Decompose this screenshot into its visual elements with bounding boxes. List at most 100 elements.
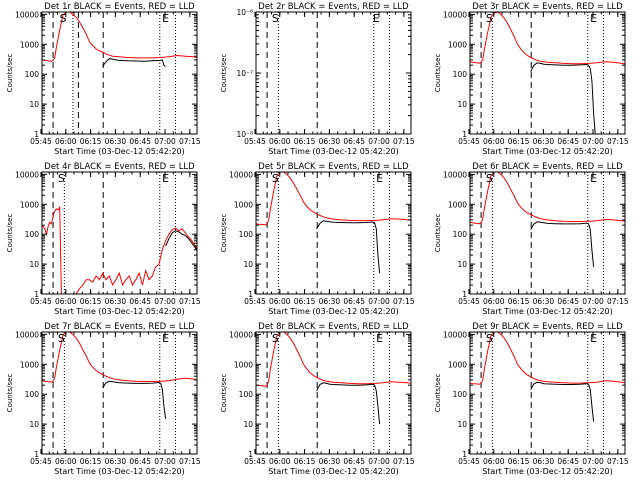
y-tick-label: 1 bbox=[462, 130, 467, 139]
y-tick-label: 100 bbox=[453, 390, 468, 399]
x-tick-label: 06:30 bbox=[319, 297, 341, 306]
events-series-line bbox=[530, 62, 596, 134]
y-axis-label: Counts/sec bbox=[220, 374, 228, 413]
x-axis-label: Start Time (03-Dec-12 05:42:20) bbox=[54, 307, 185, 316]
panel-title: Det 3r BLACK = Events, RED = LLD bbox=[472, 2, 623, 12]
x-tick-label: 07:00 bbox=[582, 457, 604, 466]
x-tick-label: 06:30 bbox=[105, 297, 127, 306]
detector-panel: Det 7r BLACK = Events, RED = LLD Counts/s… bbox=[6, 322, 201, 476]
events-series-line bbox=[102, 58, 166, 67]
x-tick-label: 06:45 bbox=[129, 457, 151, 466]
x-axis-label: Start Time (03-Dec-12 05:42:20) bbox=[268, 307, 399, 316]
panel-title: Det 9r BLACK = Events, RED = LLD bbox=[472, 322, 623, 332]
y-tick-label: 10 bbox=[457, 420, 467, 429]
marker-label: E bbox=[162, 172, 169, 185]
panel-title: Det 7r BLACK = Events, RED = LLD bbox=[44, 322, 195, 332]
x-tick-label: 05:45 bbox=[244, 457, 266, 466]
y-tick-label: 10000 bbox=[443, 10, 467, 19]
y-axis-label: Counts/sec bbox=[6, 214, 14, 253]
y-tick-label: 10⁻⁶ bbox=[236, 8, 253, 17]
y-tick-label: 1000 bbox=[234, 200, 253, 209]
marker-label: E bbox=[376, 172, 383, 185]
y-tick-label: 100 bbox=[25, 390, 40, 399]
y-tick-label: 100 bbox=[239, 230, 254, 239]
x-tick-label: 06:45 bbox=[343, 137, 365, 146]
plot-frame bbox=[255, 171, 412, 295]
y-tick-label: 10⁻⁷ bbox=[236, 69, 253, 78]
x-tick-label: 07:00 bbox=[582, 137, 604, 146]
x-tick-label: 06:00 bbox=[269, 457, 291, 466]
y-tick-label: 10000 bbox=[15, 170, 39, 179]
y-tick-label: 100 bbox=[453, 230, 468, 239]
y-tick-label: 1 bbox=[34, 130, 39, 139]
marker-label: S bbox=[486, 172, 493, 185]
y-tick-label: 1 bbox=[248, 450, 253, 459]
x-tick-label: 06:00 bbox=[269, 297, 291, 306]
x-tick-label: 05:45 bbox=[244, 297, 266, 306]
x-axis-label: Start Time (03-Dec-12 05:42:20) bbox=[482, 147, 613, 156]
plot-frame bbox=[41, 171, 198, 295]
plot-frame bbox=[469, 331, 626, 455]
y-tick-label: 100 bbox=[239, 390, 254, 399]
panel-title: Det 5r BLACK = Events, RED = LLD bbox=[258, 162, 409, 172]
plot-frame bbox=[41, 331, 198, 455]
marker-label: E bbox=[162, 12, 169, 25]
y-tick-label: 10 bbox=[243, 420, 253, 429]
lld-series-line bbox=[256, 172, 411, 226]
x-tick-label: 06:45 bbox=[343, 297, 365, 306]
y-tick-label: 10 bbox=[243, 260, 253, 269]
x-tick-label: 06:15 bbox=[508, 297, 530, 306]
x-tick-label: 06:00 bbox=[483, 297, 505, 306]
y-axis-label: Counts/sec bbox=[6, 54, 14, 93]
x-tick-label: 06:30 bbox=[105, 457, 127, 466]
marker-label: E bbox=[590, 332, 597, 345]
x-tick-label: 06:45 bbox=[557, 137, 579, 146]
x-tick-label: 06:30 bbox=[105, 137, 127, 146]
panel-title: Det 2r BLACK = Events, RED = LLD bbox=[258, 2, 409, 12]
marker-label: S bbox=[272, 172, 279, 185]
detector-panel: Det 5r BLACK = Events, RED = LLD Counts/s… bbox=[220, 162, 415, 316]
panel-title: Det 8r BLACK = Events, RED = LLD bbox=[258, 322, 409, 332]
y-tick-label: 100 bbox=[25, 230, 40, 239]
plot-frame bbox=[469, 171, 626, 295]
x-tick-label: 07:00 bbox=[154, 137, 176, 146]
x-tick-label: 07:15 bbox=[179, 457, 201, 466]
panel-title: Det 4r BLACK = Events, RED = LLD bbox=[44, 162, 195, 172]
marker-label: E bbox=[590, 12, 597, 25]
y-tick-label: 1 bbox=[462, 290, 467, 299]
x-tick-label: 06:45 bbox=[343, 457, 365, 466]
y-axis-label: Counts/sec bbox=[434, 54, 442, 93]
x-tick-label: 07:15 bbox=[607, 137, 629, 146]
y-tick-label: 10 bbox=[457, 100, 467, 109]
y-axis-label: Counts/sec bbox=[220, 214, 228, 253]
y-tick-label: 10000 bbox=[229, 170, 253, 179]
y-tick-label: 1 bbox=[248, 290, 253, 299]
y-tick-label: 1000 bbox=[234, 360, 253, 369]
y-tick-label: 1 bbox=[462, 450, 467, 459]
x-tick-label: 06:15 bbox=[294, 457, 316, 466]
x-tick-label: 06:30 bbox=[533, 137, 555, 146]
events-series-line bbox=[316, 220, 381, 274]
x-tick-label: 06:30 bbox=[319, 137, 341, 146]
plot-frame bbox=[255, 331, 412, 455]
x-tick-label: 07:00 bbox=[582, 297, 604, 306]
y-tick-label: 10000 bbox=[443, 330, 467, 339]
y-tick-label: 1 bbox=[34, 450, 39, 459]
x-tick-label: 07:00 bbox=[154, 457, 176, 466]
detector-panel: Det 6r BLACK = Events, RED = LLD Counts/s… bbox=[434, 162, 629, 316]
y-tick-label: 10⁻⁸ bbox=[236, 130, 253, 139]
y-tick-label: 1000 bbox=[20, 360, 39, 369]
x-tick-label: 06:45 bbox=[557, 297, 579, 306]
lld-series-line bbox=[42, 205, 197, 294]
x-tick-label: 07:15 bbox=[393, 297, 415, 306]
lld-series-line bbox=[470, 12, 625, 65]
panel-title: Det 6r BLACK = Events, RED = LLD bbox=[472, 162, 623, 172]
y-axis-label: Counts/sec bbox=[6, 374, 14, 413]
lld-series-line bbox=[470, 172, 625, 225]
detector-panel: Det 4r BLACK = Events, RED = LLD Counts/s… bbox=[6, 162, 201, 316]
x-tick-label: 06:00 bbox=[269, 137, 291, 146]
x-tick-label: 05:45 bbox=[458, 137, 480, 146]
lld-series-line bbox=[470, 332, 625, 385]
x-tick-label: 06:15 bbox=[294, 297, 316, 306]
events-series-line bbox=[102, 380, 167, 419]
